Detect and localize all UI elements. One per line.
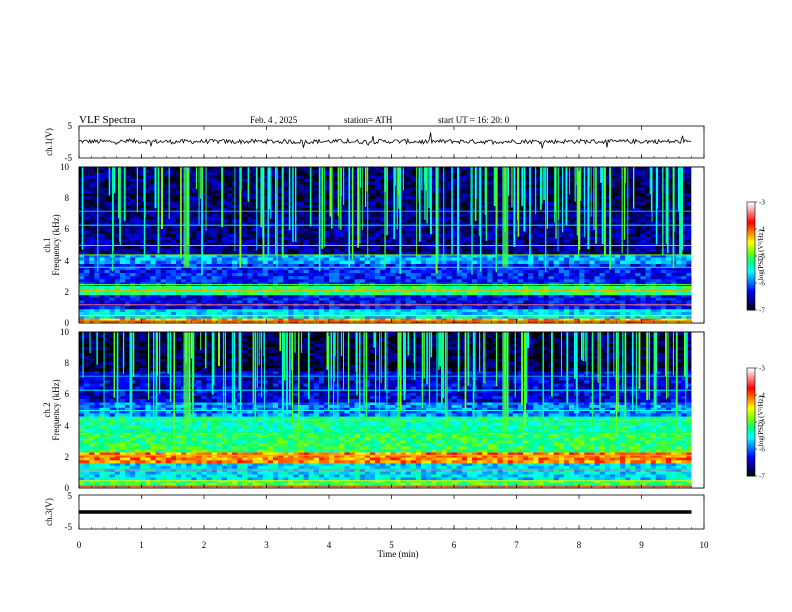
ch1-waveform-panel: 5 -5 ch.1(V) <box>44 121 705 163</box>
ch1-ytick-minus5: -5 <box>65 153 73 163</box>
ch1-colorbar-label: log(PSD) (V²/Hz) <box>757 229 765 280</box>
ch1-freq-tick-0: 0 <box>65 318 70 328</box>
cb1-tick-0: -3 <box>759 199 765 207</box>
cb1-tick-3: -6 <box>759 280 765 288</box>
ch3-ytick-minus5: -5 <box>65 522 73 532</box>
ch2-freq-tick-0: 0 <box>65 483 70 493</box>
cb2-tick-3: -6 <box>759 446 765 454</box>
ch3-ytick-5: 5 <box>68 491 73 501</box>
ch2-freq-tick-4: 4 <box>65 421 70 431</box>
ch2-colorbar-label: log(PSD) (V²/Hz) <box>757 395 765 446</box>
start-ut-label: start UT = 16: 20: 0 <box>438 115 510 125</box>
ch3-waveform-ylabel: ch.3(V) <box>44 498 54 526</box>
ch1-waveform-line <box>78 132 692 149</box>
ch2-freq-tick-2: 2 <box>65 452 70 462</box>
ch1-waveform-ylabel: ch.1(V) <box>44 128 54 156</box>
time-tick-10: 10 <box>700 540 710 550</box>
ch1-freq-tick-8: 8 <box>65 193 70 203</box>
ch1-colorbar: -3 -4 -5 -6 -7 <box>746 199 765 315</box>
ch1-freq-tick-6: 6 <box>65 224 70 234</box>
cb1-tick-1: -4 <box>759 226 765 234</box>
time-tick-6: 6 <box>452 540 457 550</box>
time-axis: 0 1 2 3 4 5 6 7 8 9 10 <box>77 126 709 550</box>
time-tick-0: 0 <box>77 540 82 550</box>
ch2-freq-tick-6: 6 <box>65 389 70 399</box>
time-axis-label: Time (min) <box>378 549 419 559</box>
time-tick-4: 4 <box>327 540 332 550</box>
time-tick-3: 3 <box>264 540 269 550</box>
ch1-spectrogram-ylabel: ch.1Frequency (kHz) <box>42 214 61 275</box>
ch1-ytick-5: 5 <box>68 121 73 131</box>
time-tick-2: 2 <box>202 540 207 550</box>
time-tick-5: 5 <box>389 540 394 550</box>
ch2-colorbar: -3 -4 -5 -6 -7 <box>746 365 765 481</box>
cb1-tick-4: -7 <box>759 307 765 315</box>
ch3-waveform-panel: 5 -5 ch.3(V) <box>44 491 705 532</box>
cb2-tick-2: -5 <box>759 419 765 427</box>
cb1-tick-2: -5 <box>759 253 765 261</box>
time-tick-9: 9 <box>639 540 644 550</box>
ch2-spectrogram-panel: 10 8 6 4 2 0 ch.2Frequency (kHz) <box>42 327 705 493</box>
ch2-freq-tick-8: 8 <box>65 358 70 368</box>
ch1-freq-tick-10: 10 <box>60 162 70 172</box>
cb2-tick-4: -7 <box>759 473 765 481</box>
figure-title: VLF Spectra <box>79 114 136 126</box>
ch1-freq-tick-4: 4 <box>65 256 70 266</box>
ch2-spectrogram-ylabel: ch.2Frequency (kHz) <box>42 379 61 440</box>
cb2-tick-0: -3 <box>759 365 765 373</box>
ch1-spectrogram-image <box>79 167 704 324</box>
time-tick-8: 8 <box>577 540 582 550</box>
ch2-spectrogram-image <box>79 332 704 489</box>
date-label: Feb. 4 , 2025 <box>250 115 298 125</box>
ch1-spectrogram-panel: 10 8 6 4 2 0 ch.1Frequency (kHz) <box>42 162 705 328</box>
ch1-freq-tick-2: 2 <box>65 287 70 297</box>
time-tick-7: 7 <box>514 540 519 550</box>
station-label: station= ATH <box>344 115 393 125</box>
time-tick-1: 1 <box>139 540 144 550</box>
cb2-tick-1: -4 <box>759 392 765 400</box>
ch2-freq-tick-10: 10 <box>60 327 70 337</box>
